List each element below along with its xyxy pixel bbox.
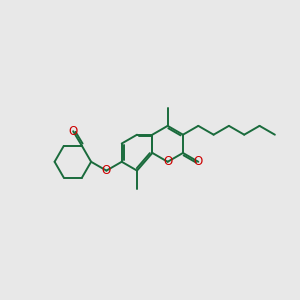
Text: O: O bbox=[194, 155, 203, 168]
Text: O: O bbox=[102, 164, 111, 177]
Text: O: O bbox=[68, 125, 78, 138]
Text: O: O bbox=[163, 155, 172, 168]
